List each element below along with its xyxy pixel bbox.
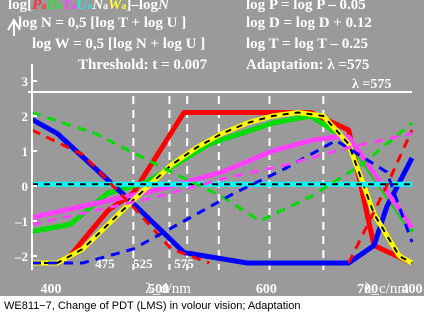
up-arrow-icon — [7, 18, 21, 36]
header-row3-left: log W = 0,5 [log N + log U ] — [32, 36, 205, 52]
y-tick-label: 2 — [22, 109, 29, 124]
axes: 3 2 1 0 –1 –2 400 500 600 700 400 475 525 575 λ_d/nm λ_… — [14, 64, 423, 296]
x-inner-label: 575 — [174, 256, 194, 271]
header-row1-right: log P = log P – 0.05 — [246, 0, 366, 13]
x-inner-label: 525 — [133, 256, 153, 271]
y-tick-label: 1 — [22, 144, 29, 159]
series-line-dashed — [347, 129, 414, 264]
series-line-dashed — [32, 138, 414, 265]
series-line-dashed — [31, 132, 413, 226]
series-line — [30, 117, 415, 266]
chart-header: log[PaDaTaUaNaWa]–logN log P = log P – 0.… — [7, 0, 391, 92]
x-tick-label: 600 — [256, 282, 277, 296]
series-line-dashed — [31, 128, 210, 265]
series-group — [30, 110, 415, 266]
header-row4-left: Threshold: t = 0.007 — [78, 57, 208, 73]
x-tick-label: 500 — [148, 282, 169, 296]
y-tick-label: 0 — [22, 179, 29, 194]
header-row3-right: log T = log T – 0.25 — [246, 36, 368, 52]
x-axis-label-right: λ_c/nm — [364, 281, 409, 296]
y-tick-label: 3 — [22, 74, 29, 89]
series-line-dashed — [31, 111, 413, 223]
chart-svg: log[PaDaTaUaNaWa]–logN log P = log P – 0.… — [0, 0, 424, 296]
header-row1-left: log[PaDaTaUaNaWa]–logN — [8, 0, 170, 13]
x-tick-label: 400 — [41, 282, 62, 296]
header-row2-right: log D = log D + 0.12 — [246, 15, 372, 31]
y-tick-label: –2 — [14, 249, 28, 264]
x-tick-label: 700 — [357, 282, 378, 296]
header-row2-left: log N = 0,5 [log T + log U ] — [18, 15, 186, 31]
x-inner-label: 475 — [95, 256, 115, 271]
y-tick-label: –1 — [14, 214, 28, 229]
series-line — [32, 110, 414, 266]
header-row4-right: Adaptation: λ =575 — [246, 57, 369, 73]
header-row5-right: λ =575 — [352, 77, 391, 92]
x-axis-label-bottom: λ_d/nm — [145, 281, 191, 296]
figure-caption: WE811−7, Change of PDT (LMS) in volour v… — [4, 300, 301, 312]
x-tick-label: 400 — [402, 282, 423, 296]
